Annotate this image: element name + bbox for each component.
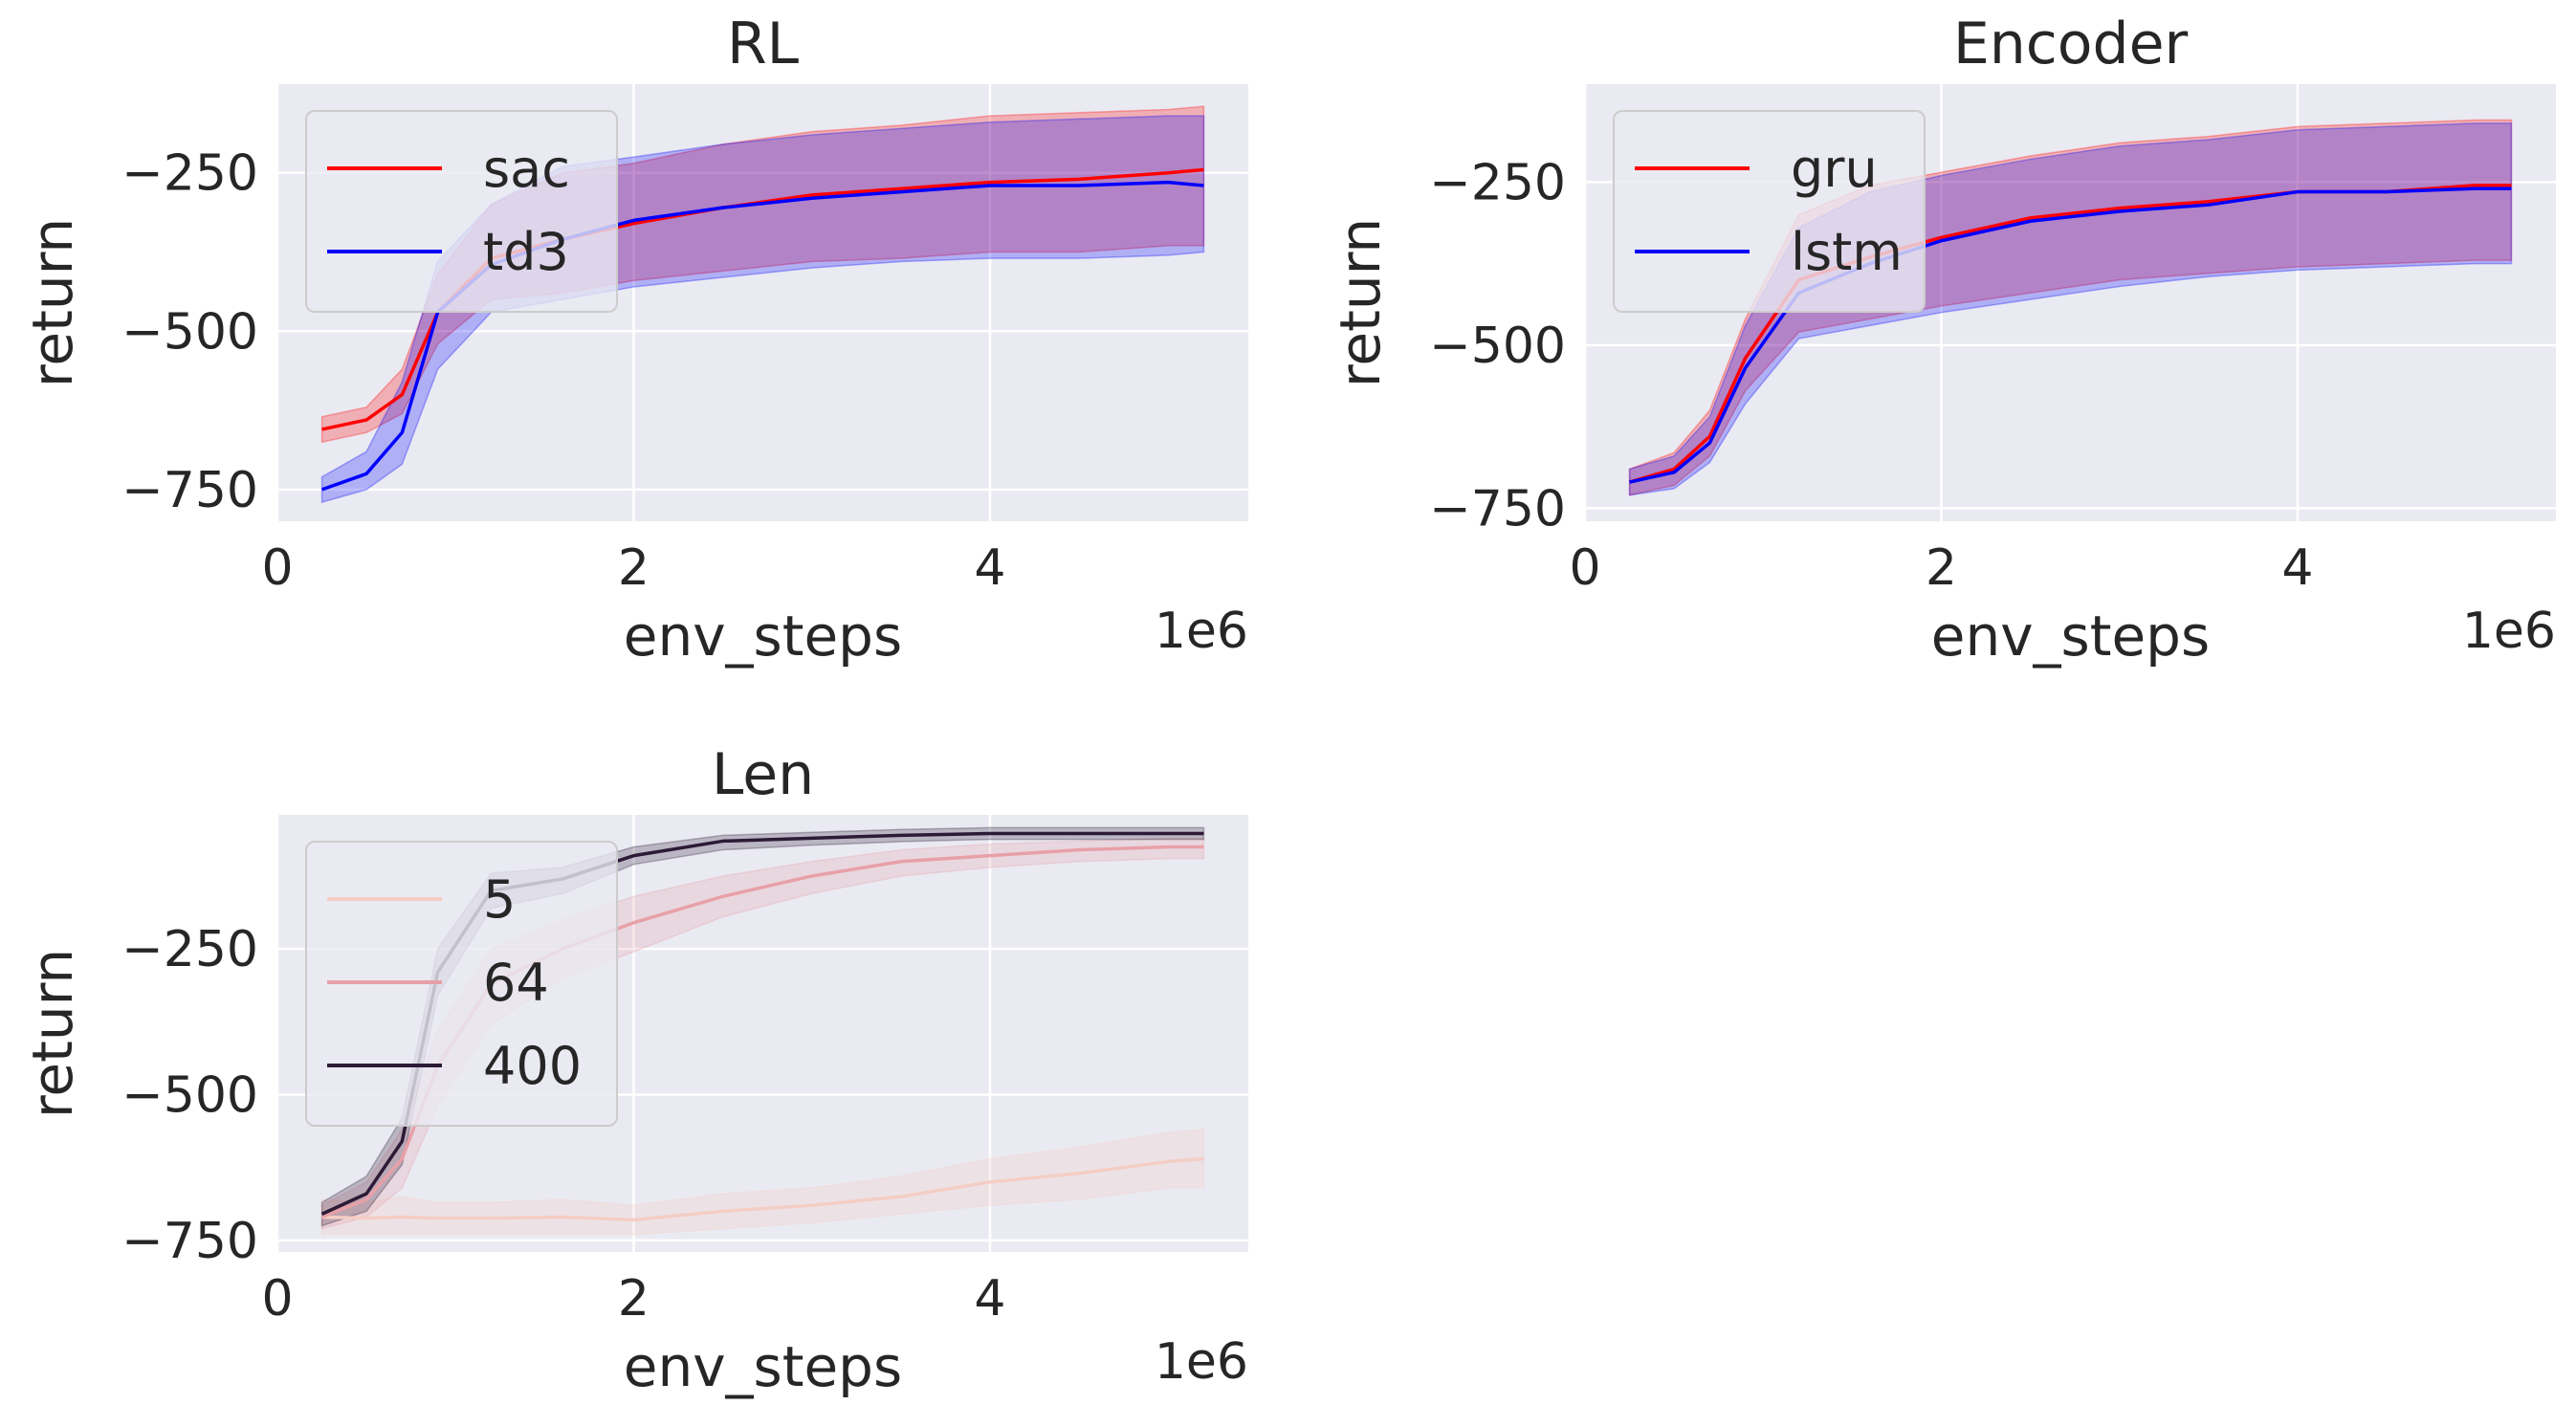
y-tick-label: −500 (1429, 318, 1566, 375)
y-tick-label: −750 (121, 1213, 258, 1270)
x-tick-label: 4 (974, 539, 1005, 597)
x-tick-label: 4 (974, 1270, 1005, 1328)
x-axis-label: env_steps (624, 1334, 902, 1399)
series-band-5 (320, 1129, 1205, 1236)
legend-label: gru (1791, 139, 1878, 199)
legend-label: 5 (483, 869, 516, 930)
legend-box (305, 110, 618, 313)
series-line-td3 (320, 180, 1204, 492)
x-tick-label: 2 (1926, 539, 1957, 597)
x-offset-text: 1e6 (1155, 603, 1248, 660)
x-tick-label: 2 (618, 1270, 650, 1328)
y-axis-label: return (20, 949, 85, 1118)
legend: gru lstm (1613, 110, 1926, 313)
y-tick-label: −250 (121, 921, 258, 978)
y-tick-label: −250 (1429, 154, 1566, 211)
x-tick-label: 0 (261, 539, 293, 597)
legend-box (305, 841, 618, 1127)
y-tick-label: −500 (121, 1066, 258, 1124)
x-axis-label: env_steps (624, 604, 902, 669)
y-axis-label: return (20, 218, 85, 387)
legend-label: 400 (483, 1036, 582, 1096)
legend-box (1613, 110, 1926, 313)
series-line-lstm (1629, 187, 2512, 484)
legend: sac td3 (305, 110, 618, 313)
y-tick-label: −500 (121, 303, 258, 361)
y-tick-label: −250 (121, 145, 258, 203)
legend-label: sac (483, 139, 570, 199)
legend-label: lstm (1791, 222, 1903, 282)
x-tick-label: 0 (261, 1270, 293, 1328)
x-tick-label: 4 (2281, 539, 2313, 597)
x-tick-label: 0 (1569, 539, 1600, 597)
x-axis-label: env_steps (1931, 604, 2210, 669)
legend-label: 64 (483, 953, 549, 1013)
x-offset-text: 1e6 (1155, 1333, 1248, 1391)
chart-title: Encoder (1953, 11, 2189, 77)
legend: 5 64 400 (305, 841, 618, 1127)
y-tick-label: −750 (121, 462, 258, 519)
x-tick-label: 2 (618, 539, 650, 597)
x-offset-text: 1e6 (2462, 603, 2556, 660)
legend-label: td3 (483, 222, 569, 282)
y-tick-label: −750 (1429, 480, 1566, 538)
y-axis-label: return (1328, 218, 1393, 387)
chart-panel-0: 0 2 4 −750 −500 −250 env_steps 1e6 return RL sac td… (20, 11, 1248, 669)
chart-panel-1: 0 2 4 −750 −500 −250 env_steps 1e6 return Encoder… (1328, 11, 2556, 669)
series-line-5 (321, 1156, 1204, 1222)
series-line-64 (320, 845, 1204, 1219)
chart-title: Len (712, 741, 814, 808)
chart-panel-2: 0 2 4 −750 −500 −250 env_steps 1e6 return Len 5 64 4… (20, 741, 1248, 1399)
chart-title: RL (727, 11, 800, 77)
